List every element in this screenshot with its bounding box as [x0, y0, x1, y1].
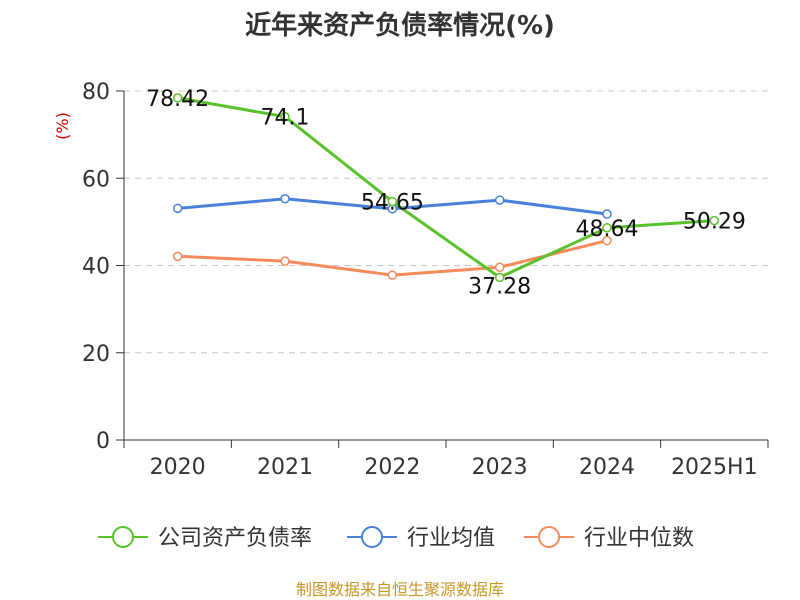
data-point [494, 195, 505, 205]
data-point [494, 262, 505, 272]
data-point [280, 111, 290, 122]
series [172, 93, 720, 283]
x-tick-label: 2022 [364, 455, 420, 480]
data-label: 74.1 [261, 106, 310, 131]
data-point [709, 215, 720, 226]
data-point [387, 196, 398, 207]
data-labels: 78.42 74.1 54.65 37.28 48.64 50.29 [146, 87, 746, 299]
y-tick-label: 20 [82, 342, 110, 367]
x-tick-label: 2025H1 [671, 455, 758, 480]
grid [124, 90, 768, 354]
legend-marker [112, 526, 134, 548]
legend-label: 行业均值 [407, 526, 495, 551]
data-point [172, 251, 183, 262]
data-label: 50.29 [683, 210, 746, 235]
legend: 公司资产负债率 行业均值 行业中位数 [98, 526, 694, 551]
source-note: 制图数据来自恒生聚源数据库 [296, 580, 504, 599]
data-point [172, 93, 183, 103]
data-point [280, 194, 290, 204]
y-tick-label: 40 [82, 255, 110, 280]
series-line [177, 96, 715, 279]
legend-label: 行业中位数 [584, 526, 694, 551]
data-label: 37.28 [468, 274, 531, 299]
data-label: 54.65 [361, 191, 424, 216]
axes: 0 20 40 60 80 2020 2021 2022 2023 2024 2025H1 [82, 80, 769, 480]
chart-title: 近年来资产负债率情况(%) [245, 10, 555, 41]
data-point [280, 256, 290, 266]
y-tick-label: 60 [82, 167, 110, 192]
data-point [602, 235, 612, 246]
y-tick-label: 80 [82, 80, 110, 105]
y-tick-label: 0 [96, 429, 110, 454]
data-point [494, 272, 505, 283]
x-tick-label: 2024 [579, 455, 635, 480]
data-point [602, 223, 612, 233]
data-point [387, 270, 398, 280]
y-axis-unit-label: (%) [53, 112, 72, 140]
legend-marker [538, 526, 560, 548]
x-tick-label: 2023 [472, 455, 528, 480]
data-label: 48.64 [576, 217, 639, 242]
x-tick-label: 2020 [150, 455, 206, 480]
data-point [602, 209, 612, 219]
data-point [172, 203, 183, 214]
legend-marker [361, 526, 383, 548]
legend-label: 公司资产负债率 [158, 526, 312, 551]
x-tick-label: 2021 [257, 455, 313, 480]
data-label: 78.42 [146, 87, 209, 112]
